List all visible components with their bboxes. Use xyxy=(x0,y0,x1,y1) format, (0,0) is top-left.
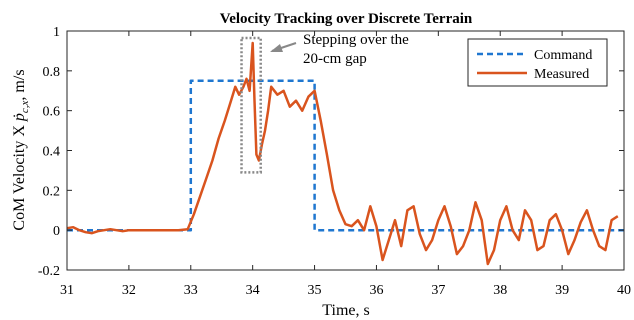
y-tick-label: 0.2 xyxy=(43,184,61,199)
x-tick-label: 31 xyxy=(60,283,74,298)
annotation: Stepping over the 20-cm gap xyxy=(240,32,409,174)
y-tick-label: 1 xyxy=(53,25,60,40)
legend-box xyxy=(467,38,608,87)
y-axis-label-symbol: ṗ xyxy=(11,113,28,122)
series-line-measured xyxy=(66,41,619,266)
y-axis-label-subscript: c,x xyxy=(19,100,31,113)
legend-label-command: Command xyxy=(534,48,592,63)
x-axis-label: Time, s xyxy=(322,302,369,319)
annotation-text-line1: Stepping over the xyxy=(303,32,409,48)
annotation-arrowhead xyxy=(270,44,283,52)
y-tick-label: 0 xyxy=(53,224,60,239)
axis-ticks: 31 32 33 34 35 36 37 38 39 40 -0.2 0 0.2 0.4 0.6 0.8 1 xyxy=(38,25,631,298)
x-tick-label: 34 xyxy=(246,283,260,298)
y-axis-label: CoM Velocity X ṗc,x, m/s xyxy=(11,69,31,230)
legend-label-measured: Measured xyxy=(534,67,589,82)
x-tick-label: 39 xyxy=(555,283,569,298)
legend: Command Measured xyxy=(467,38,608,87)
y-tick-label: 0.4 xyxy=(43,145,61,160)
y-tick-label: 0.8 xyxy=(43,65,61,80)
plot-lines xyxy=(66,41,624,266)
annotation-box xyxy=(240,36,262,174)
x-tick-label: 35 xyxy=(308,283,322,298)
series-line-command xyxy=(67,79,624,232)
x-tick-label: 33 xyxy=(184,283,198,298)
y-axis-label-prefix: CoM Velocity X xyxy=(11,121,28,230)
x-tick-label: 38 xyxy=(493,283,507,298)
y-tick-label: -0.2 xyxy=(38,264,60,279)
y-axis-label-suffix: , m/s xyxy=(11,69,28,100)
x-tick-label: 37 xyxy=(431,283,445,298)
x-tick-label: 32 xyxy=(122,283,136,298)
y-tick-label: 0.6 xyxy=(43,105,61,120)
x-tick-label: 40 xyxy=(617,283,631,298)
annotation-text-line2: 20-cm gap xyxy=(303,51,367,67)
x-tick-label: 36 xyxy=(369,283,383,298)
chart-title: Velocity Tracking over Discrete Terrain xyxy=(220,11,473,27)
